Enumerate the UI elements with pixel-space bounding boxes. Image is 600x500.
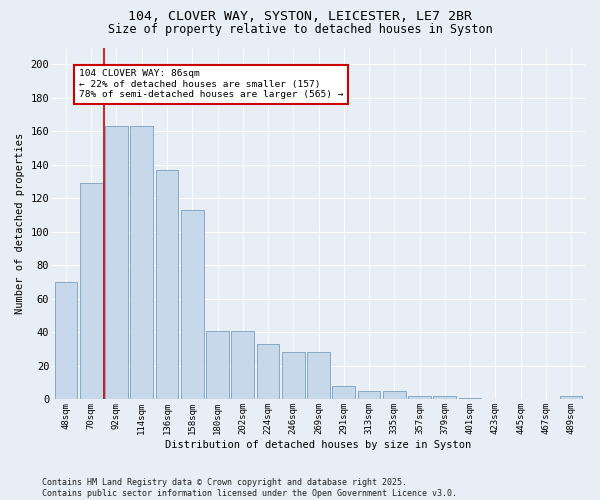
Bar: [560, 396, 583, 400]
Bar: [80, 183, 103, 400]
Bar: [358, 391, 380, 400]
Bar: [130, 126, 153, 400]
X-axis label: Distribution of detached houses by size in Syston: Distribution of detached houses by size …: [166, 440, 472, 450]
Bar: [55, 282, 77, 400]
Bar: [408, 396, 431, 400]
Text: 104 CLOVER WAY: 86sqm
← 22% of detached houses are smaller (157)
78% of semi-det: 104 CLOVER WAY: 86sqm ← 22% of detached …: [79, 70, 343, 99]
Bar: [383, 391, 406, 400]
Bar: [433, 396, 456, 400]
Bar: [332, 386, 355, 400]
Text: Size of property relative to detached houses in Syston: Size of property relative to detached ho…: [107, 22, 493, 36]
Text: 104, CLOVER WAY, SYSTON, LEICESTER, LE7 2BR: 104, CLOVER WAY, SYSTON, LEICESTER, LE7 …: [128, 10, 472, 23]
Bar: [307, 352, 330, 400]
Bar: [181, 210, 203, 400]
Bar: [232, 330, 254, 400]
Text: Contains HM Land Registry data © Crown copyright and database right 2025.
Contai: Contains HM Land Registry data © Crown c…: [42, 478, 457, 498]
Bar: [155, 170, 178, 400]
Bar: [282, 352, 305, 400]
Bar: [105, 126, 128, 400]
Bar: [459, 398, 481, 400]
Bar: [206, 330, 229, 400]
Bar: [257, 344, 280, 400]
Y-axis label: Number of detached properties: Number of detached properties: [15, 133, 25, 314]
